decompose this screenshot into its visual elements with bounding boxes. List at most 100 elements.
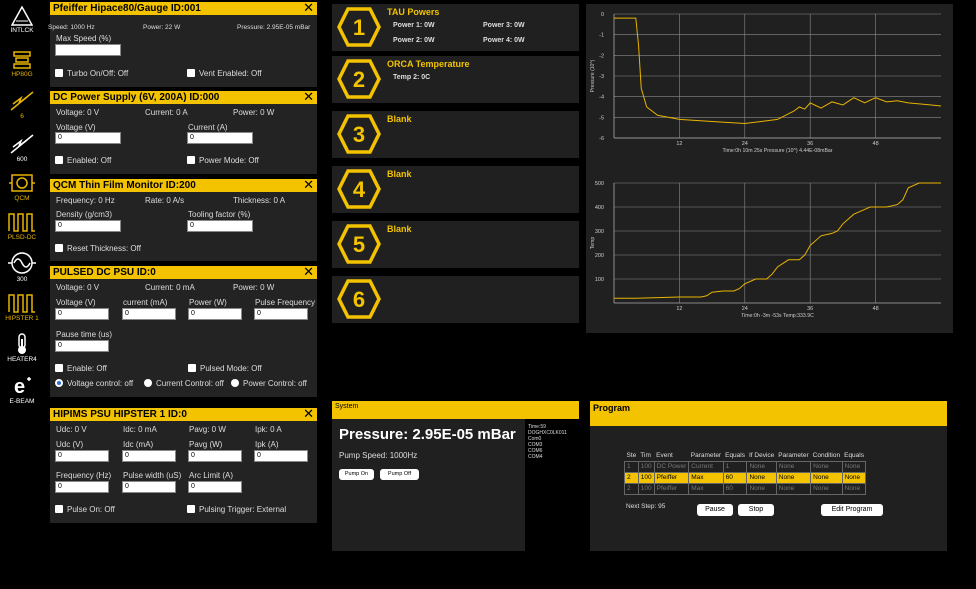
table-cell: None: [775, 471, 812, 484]
tile-title: Blank: [387, 224, 412, 234]
power-control-radio[interactable]: [231, 379, 239, 387]
close-icon[interactable]: ✕: [303, 264, 314, 279]
table-cell: None: [746, 460, 777, 473]
vent-checkbox[interactable]: [187, 69, 195, 77]
svg-text:6: 6: [353, 287, 365, 312]
sidebar-item-plsd-dc[interactable]: PLSD-DC: [0, 211, 44, 241]
pause-time-input[interactable]: 0: [55, 340, 109, 352]
idc-readout: Idc: 0 mA: [123, 425, 157, 434]
column-header: Tim: [640, 451, 651, 459]
table-cell: 100: [637, 460, 655, 473]
turbo-checkbox[interactable]: [55, 69, 63, 77]
voltage-control-radio[interactable]: [55, 379, 63, 387]
panel-header: QCM Thin Film Monitor ID:200 ✕: [50, 177, 317, 192]
table-cell: Pfeiffer: [653, 482, 690, 495]
sidebar-item-intlck[interactable]: INTLCK: [0, 6, 44, 34]
system-panel: System Pressure: 2.95E-05 mBar Pump Spee…: [332, 401, 579, 551]
enabled-checkbox[interactable]: [55, 156, 63, 164]
pulse-on-label: Pulse On: Off: [67, 505, 115, 514]
close-icon[interactable]: ✕: [303, 177, 314, 192]
stop-button[interactable]: Stop: [738, 504, 774, 516]
temperature-chart: 100 200 300 400 500 12 24 36 48 Temp Time:0h -3m -…: [590, 181, 941, 319]
power-input[interactable]: 0: [188, 308, 242, 320]
sidebar-item-300[interactable]: 300: [0, 251, 44, 283]
voltage-readout: Voltage: 0 V: [56, 108, 100, 117]
pause-button[interactable]: Pause: [697, 504, 733, 516]
sidebar-item-hipster[interactable]: HIPSTER 1: [0, 292, 44, 322]
voltage-input[interactable]: 0: [55, 308, 109, 320]
table-cell: None: [746, 482, 777, 495]
enable-checkbox[interactable]: [55, 364, 63, 372]
power-readout: Power: 22 W: [143, 24, 181, 31]
pulse-frequency-input[interactable]: 0: [254, 308, 308, 320]
warning-triangle-icon: [11, 6, 33, 26]
tile-1[interactable]: 1 TAU Powers Power 1: 0W Power 3: 0W Pow…: [332, 4, 579, 51]
table-cell: Max: [688, 471, 724, 484]
y-axis-label: Temp: [590, 237, 596, 249]
program-header: Program: [590, 401, 947, 426]
reset-checkbox[interactable]: [55, 244, 63, 252]
udc-input[interactable]: 0: [55, 450, 109, 462]
enabled-label: Enabled: Off: [67, 156, 112, 165]
voltage-input[interactable]: 0: [55, 132, 121, 144]
close-icon[interactable]: ✕: [303, 0, 314, 15]
table-cell: 2: [624, 482, 639, 495]
tile-2[interactable]: 2 ORCA Temperature Temp 2: 0C: [332, 56, 579, 103]
idc-input[interactable]: 0: [122, 450, 176, 462]
hexagon-number-icon: 1: [337, 7, 381, 47]
table-row[interactable]: 1 100 DC Power Current 1 None None None None: [624, 460, 867, 473]
column-header: Condition: [812, 451, 841, 459]
column-header: Equals: [844, 451, 864, 459]
current-control-radio[interactable]: [144, 379, 152, 387]
tooling-input[interactable]: 0: [187, 220, 253, 232]
tile-3[interactable]: 3 Blank: [332, 111, 579, 158]
svg-text:4: 4: [353, 177, 366, 202]
sidebar-item-6v[interactable]: 6: [0, 90, 44, 120]
program-table: Ste Tim Event Parameter Equals If Device Param…: [624, 450, 867, 495]
sidebar-item-hp80g[interactable]: HP80G: [0, 50, 44, 78]
edit-program-button[interactable]: Edit Program: [821, 504, 883, 516]
pump-off-button[interactable]: Pump Off: [380, 469, 419, 480]
dc-supply-panel: DC Power Supply (6V, 200A) ID:000 ✕ Volta…: [50, 89, 317, 174]
close-icon[interactable]: ✕: [303, 406, 314, 421]
density-input[interactable]: 0: [55, 220, 121, 232]
sidebar-item-ebeam[interactable]: e E-BEAM: [9, 376, 35, 405]
current-input[interactable]: 0: [187, 132, 253, 144]
pavg-input[interactable]: 0: [188, 450, 242, 462]
sidebar-item-qcm[interactable]: QCM: [0, 172, 44, 202]
hexagon-number-icon: 6: [337, 279, 381, 319]
voltage-readout: Voltage: 0 V: [56, 283, 100, 292]
tile-6[interactable]: 6: [332, 276, 579, 323]
panel-title: PULSED DC PSU ID:0: [53, 267, 156, 278]
y-tick-label: 300: [595, 229, 604, 235]
pulse-width-input[interactable]: 0: [122, 481, 176, 493]
system-info-box: Time:59 DOGHXC0LK011 Com0 COM3 COM6 COM4: [525, 419, 579, 551]
pulse-on-checkbox[interactable]: [55, 505, 63, 513]
arc-limit-input[interactable]: 0: [188, 481, 242, 493]
y-tick-label: 100: [595, 277, 604, 283]
current-readout: Current: 0 A: [145, 108, 188, 117]
max-speed-input[interactable]: [55, 44, 121, 56]
panel-title: DC Power Supply (6V, 200A) ID:000: [53, 92, 220, 103]
sidebar-item-600v[interactable]: 600: [0, 133, 44, 163]
table-row[interactable]: 2 100 Pfeiffer Max 60 None None None None: [624, 482, 867, 495]
frequency-input[interactable]: 0: [55, 481, 109, 493]
tile-5[interactable]: 5 Blank: [332, 221, 579, 268]
svg-text:3: 3: [353, 122, 365, 147]
table-cell: None: [810, 482, 843, 495]
table-header-row: Ste Tim Event Parameter Equals If Device Param…: [625, 450, 866, 461]
pulsed-mode-checkbox[interactable]: [188, 364, 196, 372]
pump-on-button[interactable]: Pump On: [339, 469, 374, 480]
current-input[interactable]: 0: [122, 308, 176, 320]
current-readout: Current: 0 mA: [145, 283, 195, 292]
table-row[interactable]: 2 100 Pfeiffer Max 60 None None None None: [624, 471, 867, 484]
pulsing-trigger-checkbox[interactable]: [187, 505, 195, 513]
y-tick-label: -5: [599, 115, 604, 121]
close-icon[interactable]: ✕: [303, 89, 314, 104]
sidebar-item-heater4[interactable]: HEATER4: [0, 333, 44, 363]
tile-4[interactable]: 4 Blank: [332, 166, 579, 213]
power-mode-checkbox[interactable]: [187, 156, 195, 164]
ipk-input[interactable]: 0: [254, 450, 308, 462]
tile-title: Blank: [387, 114, 412, 124]
charts-panel: 0 -1 -2 -3 -4 -5 -6 12 24 36 48 Pressure (10^) Time:…: [586, 4, 953, 333]
